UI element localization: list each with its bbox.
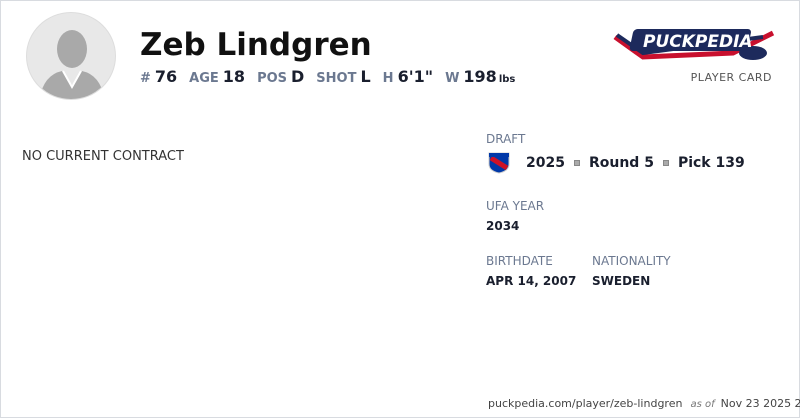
svg-text:PUCKPEDIA: PUCKPEDIA — [643, 32, 753, 52]
player-avatar — [26, 12, 116, 100]
player-url[interactable]: puckpedia.com/player/zeb-lindgren — [488, 397, 683, 410]
as-of-label: as of — [690, 399, 715, 410]
height-label: H — [382, 71, 394, 86]
rangers-logo-icon — [488, 152, 510, 174]
puckpedia-logo: PUCKPEDIA — [613, 23, 775, 71]
ufa-value: 2034 — [486, 219, 520, 233]
weight-value: 198 — [463, 67, 497, 86]
shot-label: SHOT — [316, 71, 357, 86]
footer: puckpedia.com/player/zeb-lindgren as of No… — [488, 397, 800, 410]
contract-status: NO CURRENT CONTRACT — [22, 149, 184, 164]
weight-label: W — [445, 71, 460, 86]
age-value: 18 — [222, 67, 246, 86]
player-name: Zeb Lindgren — [140, 27, 372, 63]
player-card-subtitle: PLAYER CARD — [690, 71, 772, 84]
separator-icon — [573, 160, 580, 166]
player-stats: #76 AGE 18 POS D SHOT L H 6'1" W 198 lbs — [140, 67, 515, 86]
pos-value: D — [291, 67, 305, 86]
draft-year: 2025 — [526, 155, 565, 171]
draft-round: Round 5 — [588, 155, 654, 171]
age-label: AGE — [189, 71, 219, 86]
timestamp: Nov 23 2025 23:00ET — [720, 397, 800, 410]
draft-info: 2025 Round 5 Pick 139 — [488, 152, 745, 174]
birthdate-value: APR 14, 2007 — [486, 274, 577, 288]
number-value: 76 — [154, 67, 178, 86]
nationality-label: NATIONALITY — [592, 254, 671, 268]
ufa-label: UFA YEAR — [486, 199, 545, 213]
number-label: # — [140, 71, 151, 86]
pos-label: POS — [257, 71, 288, 86]
draft-pick: Pick 139 — [677, 155, 745, 171]
shot-value: L — [360, 67, 371, 86]
height-value: 6'1" — [397, 67, 434, 86]
birthdate-label: BIRTHDATE — [486, 254, 553, 268]
separator-icon — [662, 160, 669, 166]
weight-unit: lbs — [498, 74, 516, 85]
draft-label: DRAFT — [486, 132, 526, 146]
nationality-value: SWEDEN — [592, 274, 651, 288]
